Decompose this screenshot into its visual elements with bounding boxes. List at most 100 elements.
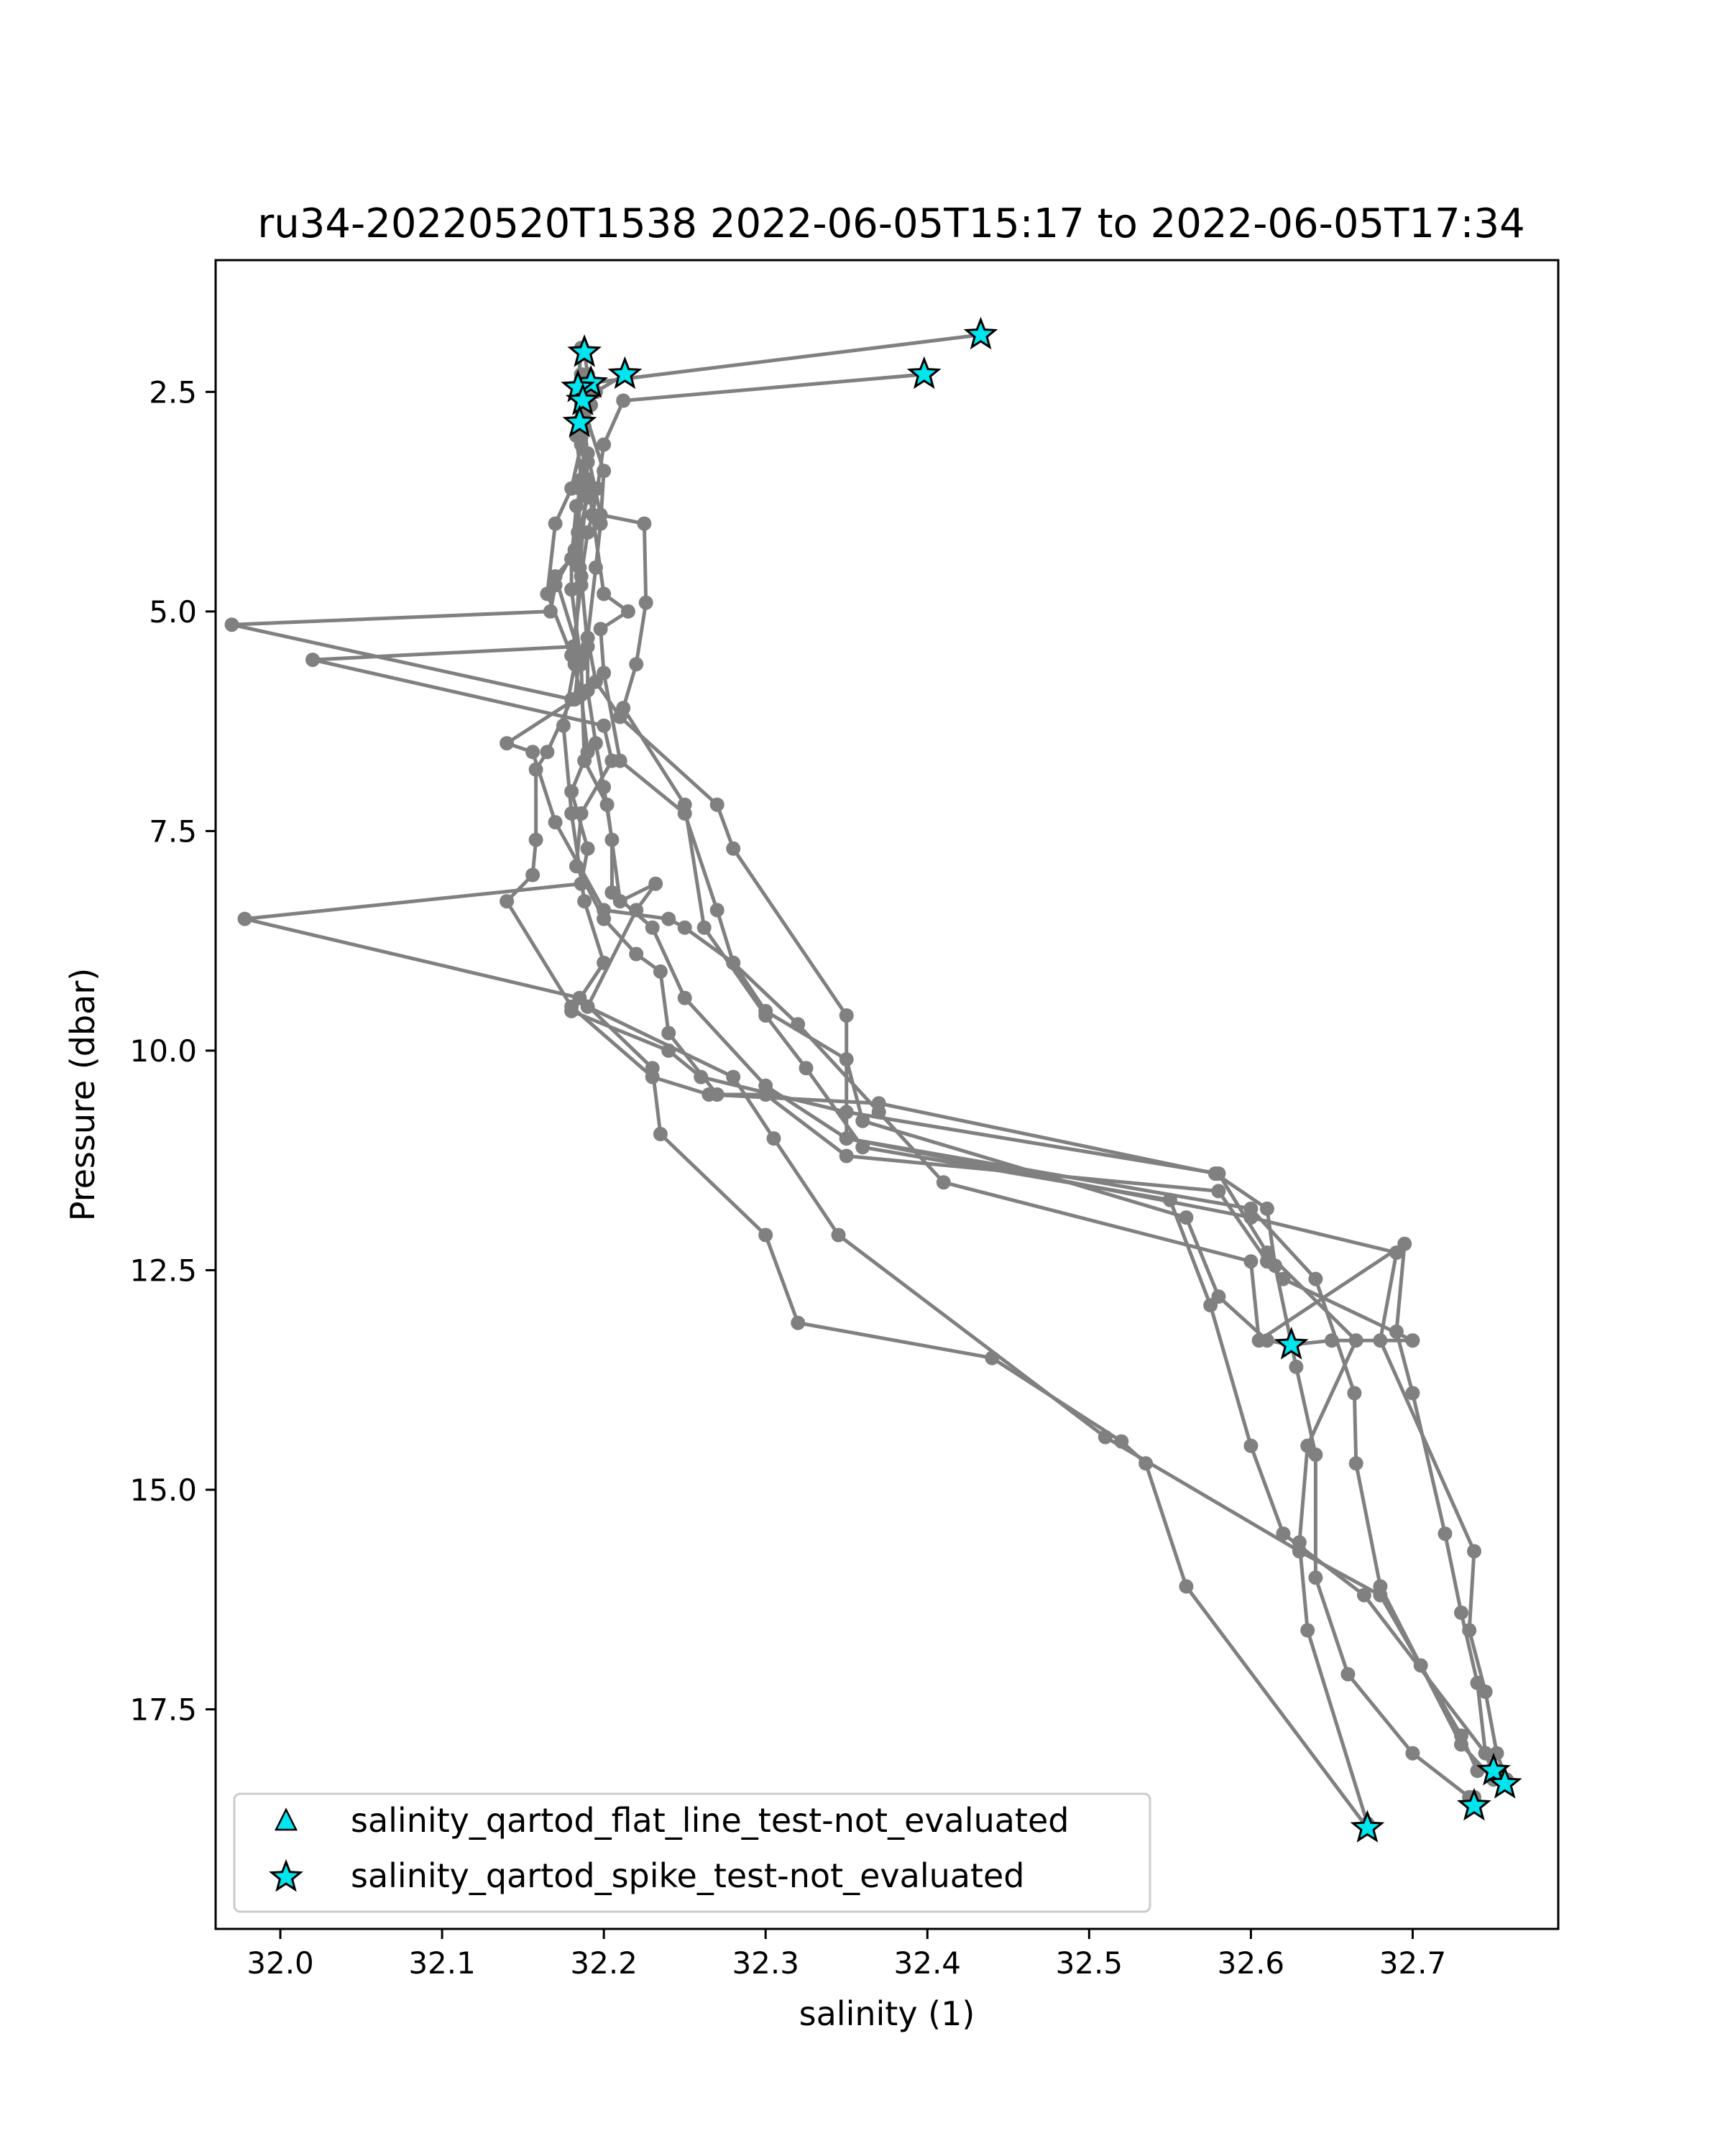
y-tick-label: 17.5	[129, 1692, 197, 1727]
legend: salinity_qartod_flat_line_test-not_evalu…	[233, 1792, 1151, 1913]
data-point	[629, 657, 644, 672]
data-point	[1243, 1210, 1259, 1225]
y-axis-label: Pressure (dbar)	[63, 968, 102, 1221]
data-point	[612, 894, 627, 909]
data-point	[1211, 1289, 1226, 1304]
profile-line	[577, 396, 1504, 1781]
data-point	[1389, 1245, 1404, 1260]
data-point	[1259, 1254, 1274, 1269]
data-point	[224, 617, 239, 632]
data-point	[855, 1113, 870, 1128]
data-point	[629, 946, 644, 962]
legend-label-flat-line: salinity_qartod_flat_line_test-not_evalu…	[351, 1801, 1069, 1840]
spike-flag-star	[906, 356, 942, 390]
data-point	[612, 709, 627, 724]
data-point	[599, 797, 615, 812]
spike-flag-star	[561, 369, 596, 402]
data-point	[726, 955, 741, 970]
data-point	[525, 745, 540, 760]
profile-series-9	[564, 367, 1485, 1778]
profile-line	[579, 374, 1509, 1781]
data-point	[564, 784, 579, 799]
data-point	[1179, 1579, 1194, 1594]
data-point	[597, 911, 612, 926]
data-point	[1462, 1623, 1477, 1638]
y-tick-label: 5.0	[149, 594, 197, 630]
data-point	[1179, 1210, 1194, 1225]
x-tick-label: 32.4	[894, 1945, 962, 1981]
data-point	[1208, 1166, 1223, 1181]
data-point	[597, 437, 612, 452]
x-tick-label: 32.7	[1379, 1945, 1447, 1981]
data-point	[1405, 1746, 1420, 1761]
y-tick-label: 10.0	[129, 1033, 197, 1069]
data-point	[709, 903, 724, 918]
data-point	[588, 674, 603, 689]
legend-star-shape	[269, 1858, 303, 1892]
data-point	[540, 745, 555, 760]
data-point	[839, 1131, 854, 1146]
data-point	[597, 586, 612, 602]
spike-flag-star	[1476, 1752, 1511, 1786]
spike-flag-star	[565, 382, 600, 415]
data-point	[645, 1061, 660, 1076]
spike-flag-star	[562, 404, 597, 438]
data-point	[645, 920, 660, 935]
y-tick-label: 7.5	[149, 814, 197, 849]
data-point	[653, 1127, 668, 1141]
data-point	[580, 630, 595, 645]
data-point	[1243, 1438, 1259, 1453]
data-point	[936, 1175, 951, 1190]
data-point	[637, 516, 652, 531]
x-tick-label: 32.1	[408, 1945, 476, 1981]
data-point	[726, 1069, 741, 1084]
data-point	[677, 920, 692, 935]
y-tick-label: 15.0	[129, 1473, 197, 1508]
data-point	[564, 582, 579, 597]
y-tick-label: 2.5	[149, 374, 197, 410]
data-point	[653, 964, 668, 979]
data-point	[593, 622, 608, 637]
x-tick-label: 32.5	[1056, 1945, 1123, 1981]
data-point	[629, 903, 644, 918]
data-point	[500, 894, 515, 909]
data-point	[564, 551, 579, 566]
data-point	[569, 859, 584, 874]
star-marker-icon	[269, 1858, 303, 1892]
data-point	[758, 1227, 773, 1243]
data-point	[525, 867, 540, 883]
data-point	[1308, 1570, 1323, 1585]
data-point	[1454, 1606, 1468, 1620]
data-point	[1478, 1746, 1493, 1761]
data-point	[580, 999, 595, 1014]
data-point	[1289, 1359, 1304, 1374]
data-point	[791, 1315, 806, 1330]
data-point	[1211, 1184, 1226, 1199]
data-point	[1347, 1386, 1362, 1401]
data-point	[616, 393, 631, 408]
data-point	[1324, 1333, 1339, 1348]
data-point	[696, 920, 712, 935]
data-point	[766, 1131, 781, 1146]
data-point	[500, 736, 515, 751]
data-point	[1259, 1333, 1274, 1348]
data-point	[871, 1105, 886, 1120]
data-point	[577, 894, 592, 909]
legend-box	[233, 1792, 1151, 1913]
spike-flag-star	[567, 334, 602, 367]
data-point	[1300, 1623, 1315, 1638]
spike-flag-star	[1274, 1327, 1309, 1360]
data-point	[1405, 1386, 1420, 1401]
data-point	[548, 516, 563, 531]
x-tick-label: 32.0	[247, 1945, 314, 1981]
data-point	[1259, 1201, 1274, 1216]
spike-flag-star	[1487, 1766, 1522, 1799]
legend-label-spike: salinity_qartod_spike_test-not_evaluated	[351, 1856, 1024, 1895]
data-point	[548, 815, 563, 830]
data-point	[572, 481, 587, 496]
data-point	[597, 464, 612, 479]
data-point	[648, 876, 663, 891]
data-point	[1478, 1685, 1493, 1699]
data-point	[799, 1061, 814, 1076]
